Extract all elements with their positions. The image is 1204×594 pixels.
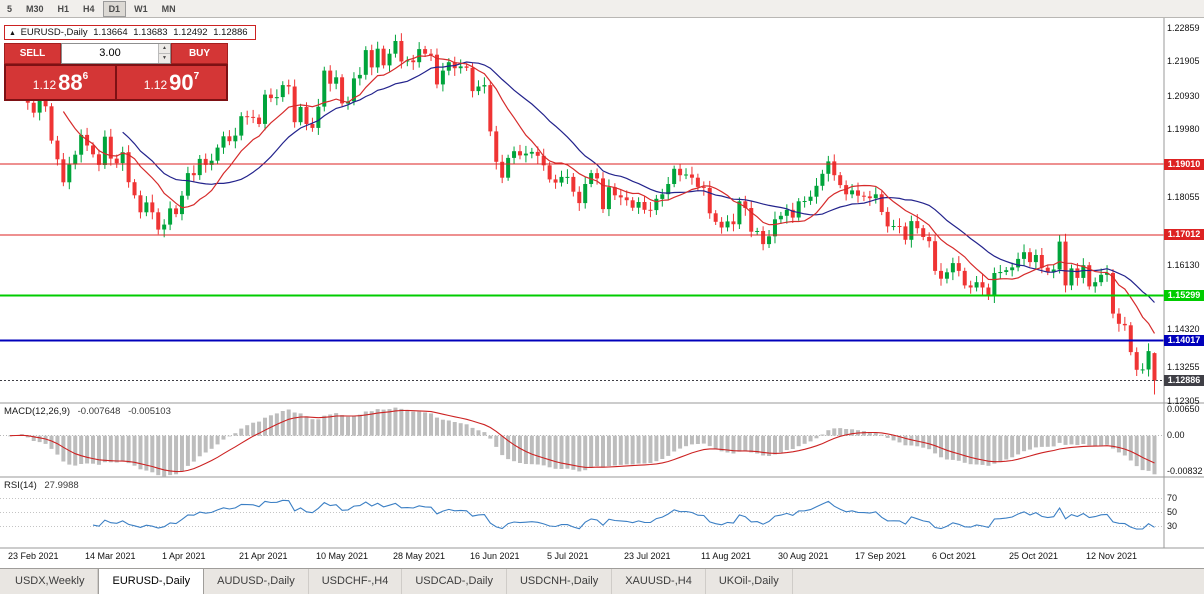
ohlc-close: 1.12886 <box>213 27 248 38</box>
rsi-value: 27.9988 <box>44 480 79 491</box>
date-axis-label: 5 Jul 2021 <box>547 551 589 561</box>
ma-fast-line <box>62 54 1156 334</box>
macd-main-value: -0.007648 <box>77 406 121 417</box>
symbol-name: EURUSD-,Daily <box>20 27 88 38</box>
volume-input[interactable]: 3.00 ▲ ▼ <box>61 43 171 64</box>
date-axis-label: 25 Oct 2021 <box>1009 551 1059 561</box>
timeframe-button-mn[interactable]: MN <box>161 3 176 14</box>
volume-decrease-button[interactable]: ▼ <box>159 53 170 63</box>
price-axis-label: 1.12305 <box>1167 395 1200 406</box>
symbol-arrow-icon: ▲ <box>9 30 16 37</box>
sell-button[interactable]: SELL <box>4 43 61 64</box>
timeframe-button-d1[interactable]: D1 <box>102 0 127 17</box>
date-axis-label: 1 Apr 2021 <box>162 551 206 561</box>
date-axis-label: 28 May 2021 <box>393 551 446 561</box>
buy-price-display[interactable]: 1.12 90 7 <box>117 66 226 99</box>
volume-value: 3.00 <box>99 47 121 59</box>
hline-price-badge: 1.15299 <box>1164 289 1204 301</box>
price-axis-label: 1.19980 <box>1167 124 1200 135</box>
hline-price-badge: 1.17012 <box>1164 229 1204 241</box>
chart-tab-xauusd-h4[interactable]: XAUUSD-,H4 <box>612 569 706 594</box>
date-axis-label: 16 Jun 2021 <box>470 551 520 561</box>
ma-slow-line <box>122 61 1155 303</box>
hline-price-badge: 1.14017 <box>1164 335 1204 347</box>
macd-axis-label: 0.00650 <box>1167 403 1200 414</box>
price-axis-label: 1.16130 <box>1167 260 1200 271</box>
ohlc-high: 1.13683 <box>133 27 168 38</box>
rsi-line <box>92 499 1155 530</box>
macd-signal-line <box>9 409 1155 473</box>
timeframe-button-h1[interactable]: H1 <box>57 3 70 14</box>
current-price-badge: 1.12886 <box>1164 375 1204 387</box>
sell-price-pips: 88 <box>58 69 83 95</box>
candlesticks <box>8 33 1157 395</box>
sell-price-point: 6 <box>82 71 89 82</box>
chart-tab-usdcnh-daily[interactable]: USDCNH-,Daily <box>507 569 613 594</box>
chart-tab-usdx-weekly[interactable]: USDX,Weekly <box>2 569 99 594</box>
date-axis-label: 10 May 2021 <box>316 551 369 561</box>
timeframe-button-h4[interactable]: H4 <box>83 3 95 14</box>
date-axis-label: 23 Jul 2021 <box>624 551 671 561</box>
ohlc-open: 1.13664 <box>93 27 128 38</box>
date-axis-label: 12 Nov 2021 <box>1086 551 1138 561</box>
chart-tab-ukoil-daily[interactable]: UKOil-,Daily <box>706 569 793 594</box>
price-axis-label: 1.13255 <box>1167 362 1200 372</box>
one-click-trading-panel: SELL 3.00 ▲ ▼ BUY 1.12 88 6 1.12 90 7 <box>4 43 228 101</box>
hline-price-badge: 1.19010 <box>1164 158 1204 170</box>
rsi-name: RSI(14) <box>4 480 37 491</box>
macd-signal-value: -0.005103 <box>128 406 171 417</box>
timeframe-toolbar: 5 M30 H1 H4 D1 W1 MN <box>0 0 1204 18</box>
buy-price-pips: 90 <box>169 69 194 95</box>
chart-ohlc-header: ▲ EURUSD-,Daily 1.13664 1.13683 1.12492 … <box>4 25 256 40</box>
macd-indicator-label: MACD(12,26,9) -0.007648 -0.005103 <box>4 406 171 417</box>
price-axis-label: 1.20930 <box>1167 90 1200 101</box>
volume-increase-button[interactable]: ▲ <box>159 44 170 53</box>
price-axis-label: 1.22859 <box>1167 22 1200 33</box>
macd-axis-label: -0.00832 <box>1167 465 1203 476</box>
sell-price-display[interactable]: 1.12 88 6 <box>6 66 115 99</box>
date-axis-label: 23 Feb 2021 <box>8 551 59 561</box>
timeframe-button-5[interactable]: 5 <box>7 3 13 14</box>
rsi-axis-label: 70 <box>1167 492 1178 503</box>
chart-tab-usdcad-daily[interactable]: USDCAD-,Daily <box>402 569 507 594</box>
date-axis-label: 11 Aug 2021 <box>701 551 751 561</box>
sell-price-big-figure: 1.12 <box>32 78 57 92</box>
macd-axis-label: 0.00 <box>1167 430 1185 441</box>
chart-tab-usdchf-h4[interactable]: USDCHF-,H4 <box>309 569 403 594</box>
rsi-axis-label: 30 <box>1167 521 1178 532</box>
date-axis-label: 21 Apr 2021 <box>239 551 288 561</box>
price-axis-label: 1.18055 <box>1167 192 1200 203</box>
date-axis-label: 30 Aug 2021 <box>778 551 829 561</box>
buy-button[interactable]: BUY <box>171 43 228 64</box>
date-axis-label: 17 Sep 2021 <box>855 551 907 561</box>
buy-price-big-figure: 1.12 <box>143 78 168 92</box>
chart-canvas[interactable] <box>0 18 1204 568</box>
price-axis-label: 1.14320 <box>1167 324 1200 335</box>
macd-name: MACD(12,26,9) <box>4 406 70 417</box>
date-axis-label: 14 Mar 2021 <box>85 551 136 561</box>
ohlc-low: 1.12492 <box>173 27 208 38</box>
timeframe-button-w1[interactable]: W1 <box>134 3 148 14</box>
price-axis-label: 1.21905 <box>1167 56 1200 67</box>
chart-tab-audusd-daily[interactable]: AUDUSD-,Daily <box>204 569 309 594</box>
chart-tab-eurusd-daily[interactable]: EURUSD-,Daily <box>98 569 205 594</box>
rsi-axis-label: 50 <box>1167 507 1178 517</box>
date-axis-label: 6 Oct 2021 <box>932 551 977 561</box>
timeframe-button-m30[interactable]: M30 <box>26 3 44 14</box>
chart-tab-bar: USDX,Weekly EURUSD-,Daily AUDUSD-,Daily USD… <box>0 568 1204 594</box>
chart-workspace: ▲ EURUSD-,Daily 1.13664 1.13683 1.12492 … <box>0 18 1204 568</box>
rsi-indicator-label: RSI(14) 27.9988 <box>4 480 79 491</box>
buy-price-point: 7 <box>193 71 200 82</box>
